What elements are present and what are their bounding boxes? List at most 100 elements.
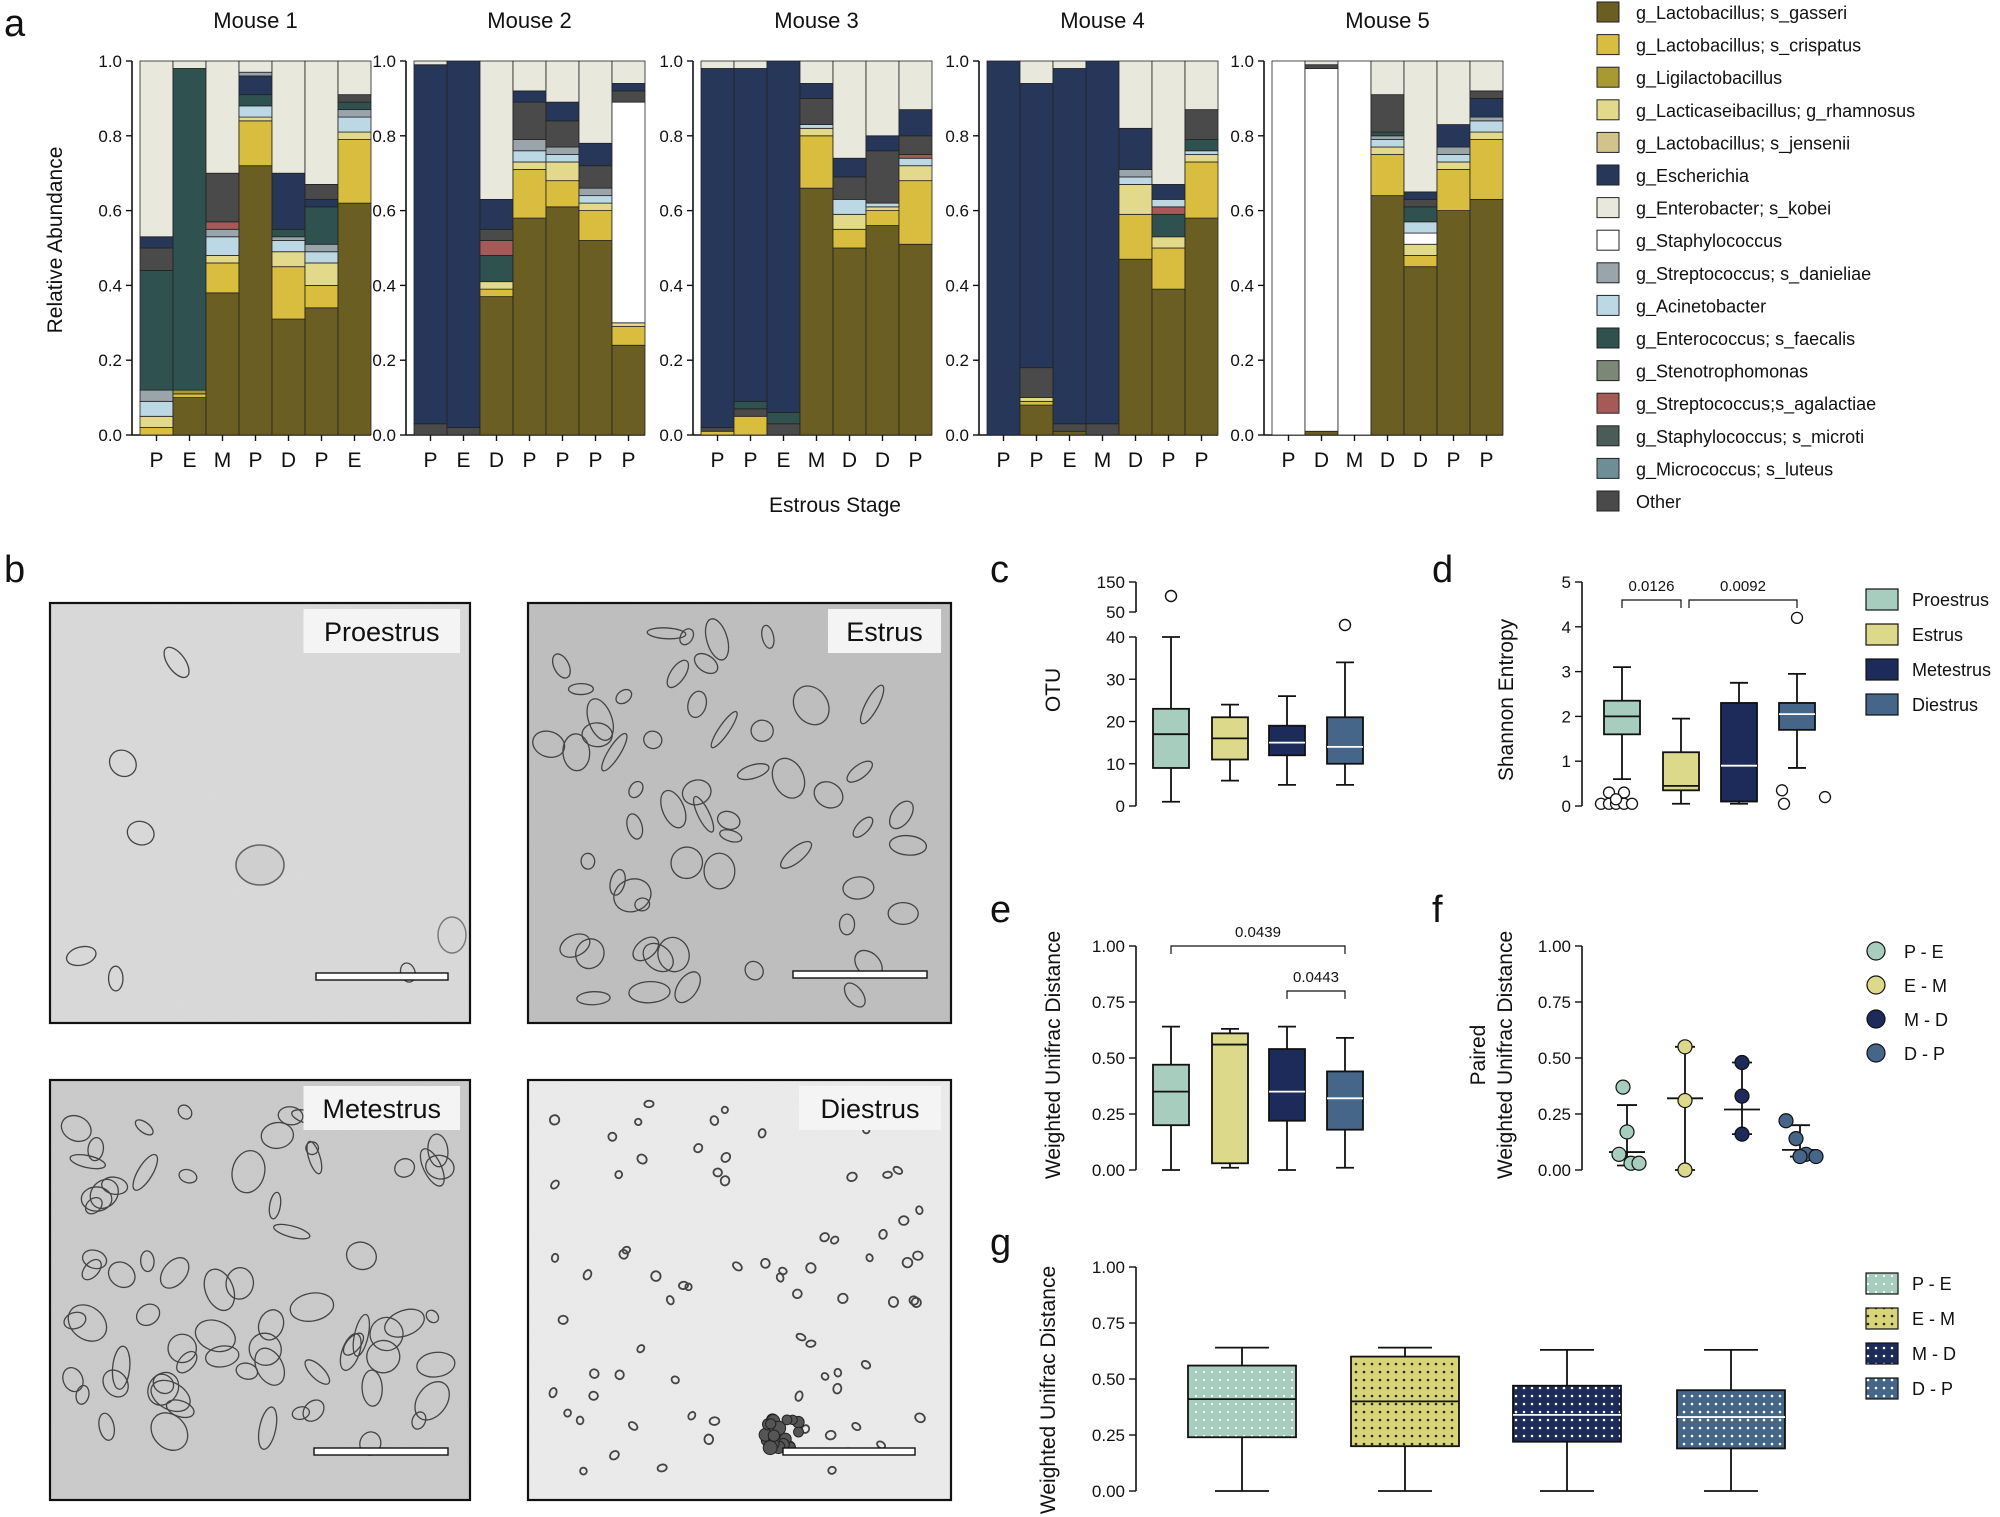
micrograph-cell <box>744 960 764 981</box>
panel-a-bar-segment <box>799 124 834 129</box>
panel-a-bar-segment <box>799 60 834 84</box>
panel-a-stage-label: P <box>555 449 569 472</box>
panel-a-bar-segment <box>271 172 306 230</box>
micrograph-frame <box>526 601 953 1025</box>
micrograph-cell <box>720 1152 732 1163</box>
panel-a-stage-label: D <box>281 449 296 472</box>
micrograph-cell <box>563 1408 572 1418</box>
panel-a-bar-segment <box>578 60 613 144</box>
panel-a-bar-segment <box>139 427 174 436</box>
micrograph-cell <box>761 624 775 649</box>
micrograph-cell <box>550 1179 560 1190</box>
panel-a-bar-segment <box>337 101 372 111</box>
micrograph-cell <box>567 682 594 696</box>
panel-a-ytick-label: 0.8 <box>1230 127 1254 146</box>
micrograph-cell <box>837 1292 849 1304</box>
panel-a-bar-segment <box>337 139 372 204</box>
box-iqr <box>1778 702 1816 731</box>
micrograph-cell <box>792 685 830 726</box>
panel-a-bar-segment <box>733 408 768 417</box>
micrograph-cell <box>805 1262 817 1274</box>
micrograph-cell <box>710 710 738 749</box>
panel-label-e: e <box>990 889 1011 931</box>
panel-a-bar-segment <box>413 64 448 425</box>
panel-a-stage-label: P <box>710 449 724 472</box>
panel-a-bar-segment <box>545 60 580 103</box>
legend-swatch <box>1596 327 1620 349</box>
micrograph-cell <box>888 800 914 830</box>
micrograph-cell <box>915 1205 924 1215</box>
micrograph-cell <box>720 1105 729 1115</box>
micrograph-cell <box>887 901 919 926</box>
micrograph-cell <box>832 1382 843 1395</box>
legend-label: E - M <box>1904 976 1947 996</box>
panel-a-bar-segment <box>1304 430 1339 436</box>
panel-a-bar-segment <box>799 127 834 137</box>
panel-a-ytick-label: 0.6 <box>372 202 396 221</box>
panel-a-bar-segment <box>512 169 547 219</box>
micrograph-cell <box>820 1372 830 1381</box>
panel-a-stage-label: P <box>522 449 536 472</box>
panel-label-g: g <box>990 1222 1011 1264</box>
panel-a-stage-label: M <box>1094 449 1112 472</box>
micrograph-cell <box>674 971 701 1004</box>
micrograph-cell <box>167 1333 198 1364</box>
micrograph-cell <box>75 1384 90 1405</box>
panel-a-stage-label: D <box>1413 449 1428 472</box>
micrograph-cell <box>829 1235 840 1245</box>
data-point <box>1615 1079 1631 1095</box>
micrograph-cell <box>135 1303 161 1327</box>
micrograph-label: Proestrus <box>324 617 440 647</box>
panel-a-bar-segment <box>611 322 646 327</box>
panel-a-bar-segment <box>611 90 646 103</box>
micrograph-cell <box>643 1099 655 1109</box>
micrograph-cell <box>588 1390 599 1401</box>
box-iqr <box>1211 1032 1249 1165</box>
micrograph-cell <box>704 618 730 661</box>
panel-a-bar-segment <box>1151 60 1186 185</box>
box-outlier <box>1625 797 1639 810</box>
panel-a-bar-segment <box>1118 258 1153 436</box>
micrograph-cell <box>628 780 644 799</box>
ytick-label: 20 <box>1106 713 1125 732</box>
micrograph-cell <box>384 1308 425 1338</box>
panel-a-ytick-label: 1.0 <box>98 52 122 71</box>
panel-a-ytick-label: 0.6 <box>659 202 683 221</box>
data-point <box>1677 1162 1693 1178</box>
panel-a-bar-segment <box>139 389 174 402</box>
panel-a-bar-segment <box>238 60 273 73</box>
micrograph-cell <box>427 1133 449 1168</box>
micrograph-cell <box>634 897 651 912</box>
micrograph-cell <box>306 1140 323 1175</box>
micrograph-cell <box>257 1406 278 1450</box>
legend-swatch <box>1865 1377 1899 1400</box>
panel-a-stage-label: D <box>1128 449 1143 472</box>
legend-label: D - P <box>1912 1379 1953 1399</box>
legend-swatch <box>1865 1272 1899 1295</box>
ytick-label: 0.75 <box>1092 1314 1125 1333</box>
micrograph-cell <box>692 795 715 833</box>
panel-label-f: f <box>1432 889 1443 931</box>
micrograph-cell <box>366 1339 401 1374</box>
micrograph-cell <box>643 730 663 750</box>
panel-a-bar-segment <box>578 202 613 211</box>
panel-a-ytick-label: 0.4 <box>372 276 396 295</box>
panel-a-ytick-label: 1.0 <box>659 52 683 71</box>
legend-label: Diestrus <box>1912 695 1978 715</box>
panel-a-bar-segment <box>1436 161 1471 170</box>
legend-swatch <box>1596 229 1620 251</box>
panel-a-stage-label: M <box>808 449 826 472</box>
panel-f-paired-scatter: Paired Weighted Unifrac Distance 0.00 0.2… <box>1467 931 1824 1180</box>
ytick-label: 3 <box>1562 663 1571 682</box>
micrograph-cell <box>102 1369 129 1398</box>
panel-a-bar-segment <box>1403 243 1438 256</box>
legend-swatch <box>1596 392 1620 414</box>
panel-a-bar-segment <box>733 415 768 436</box>
micrograph-cell <box>779 840 813 869</box>
legend-swatch <box>1596 490 1620 512</box>
panel-a-stage-label: E <box>1062 449 1076 472</box>
box-iqr <box>1603 699 1641 736</box>
panel-a-bar-segment <box>512 150 547 163</box>
panel-a-bar-segment <box>172 60 207 69</box>
micrograph-label: Estrus <box>846 617 923 647</box>
